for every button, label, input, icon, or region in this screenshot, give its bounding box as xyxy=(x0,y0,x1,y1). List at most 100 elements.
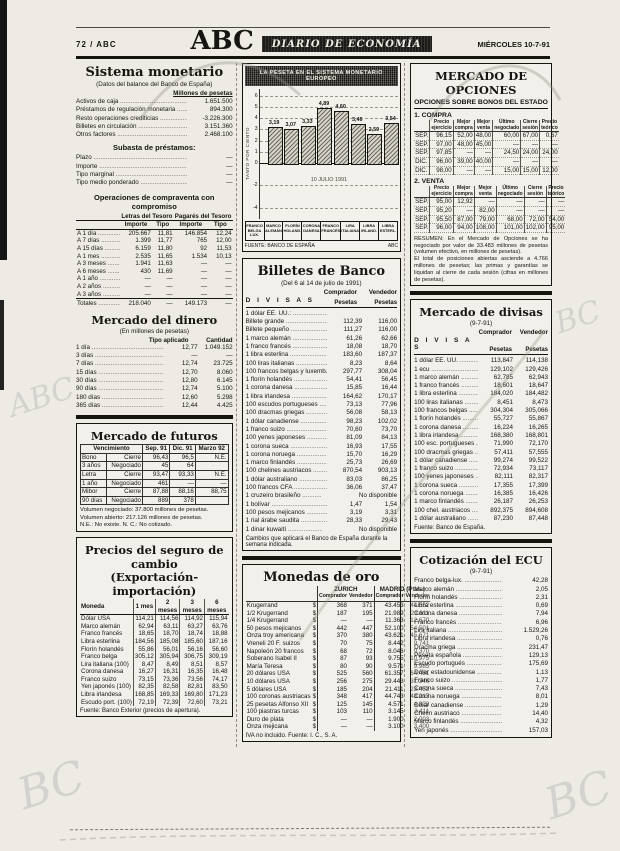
cotizacion-ecu-section: Cotización del ECU (9-7-91) Franco belga… xyxy=(410,547,552,738)
dinero-row: 3 días—— xyxy=(76,352,233,360)
mercado-opciones-section: MERCADO DE OPCIONES OPCIONES SOBRE BONOS… xyxy=(410,63,566,287)
opcion-compra-row: SEP. 96,15 52,00 48,00 60,00 67,00 0,67 xyxy=(414,131,559,141)
bar-value-label: 4,60 xyxy=(335,104,346,111)
chart-bar xyxy=(267,127,283,165)
scan-watermark: BC xyxy=(538,760,619,831)
seguro-row: Marco alemán 62,94 63,11 63,27 63,76 xyxy=(81,622,229,631)
header-rule xyxy=(76,56,550,59)
oro-row: María Teresa $80 90 9.571 9.985 xyxy=(246,662,430,671)
oro-row: 20 dólares USA $525 560 61.357 64.481 xyxy=(246,670,430,678)
gridline xyxy=(259,106,399,108)
ecu-row: Dólar canadiense1,29 xyxy=(414,702,548,710)
ecu-row: Corona danesa7,94 xyxy=(414,610,548,618)
dinero-row: 180 días12,605.298 xyxy=(76,394,233,402)
ecu-row: Franco belga-lux.42,28 xyxy=(414,577,548,585)
chart-source: FUENTE: BANCO DE ESPAÑA xyxy=(244,242,315,249)
y-axis-ticks: 6 5 4 3 2 1 0 -2 -4 xyxy=(250,89,259,219)
gridline xyxy=(259,207,399,209)
source-note: Fuente: Banco de España. xyxy=(414,525,486,532)
chart-bar xyxy=(284,128,300,165)
ecu-row: Libra esterlina0,69 xyxy=(414,602,548,610)
seguro-cambio-table: Moneda 1 mes 2 meses 3 meses 6 meses Dól… xyxy=(80,598,229,707)
bar-value-label: 3,33 xyxy=(302,118,313,125)
bar-value-label: 3,07 xyxy=(285,121,296,128)
compra-label: 1. COMPRA xyxy=(414,112,452,119)
oro-row: 25 pesetas Alfonso XII $125 145 4.571 4.928 xyxy=(246,700,430,709)
billete-row: 100 pesos mejicanos3,193,31 xyxy=(246,509,398,517)
oro-row: 5 dólares USA $185 204 21.411 23.452 xyxy=(246,685,430,694)
futuros-row: Mibor Cierre 87,88 88,16 88,75 xyxy=(80,487,229,497)
masthead: ABC DIARIO DE ECONOMÍA xyxy=(164,26,458,56)
mercado-dinero-section: Mercado del dinero (En millones de peset… xyxy=(76,313,233,410)
chart-plot-area: 3,19 3,07 3,33 4,89 4,60 3,46 2,59 3,54 10 JULIO… xyxy=(258,89,399,219)
ecu-row: Escudo portugués175,69 xyxy=(414,660,548,668)
column-headers: Tipo aplicado Cantidad xyxy=(148,336,233,344)
page-header: 72 / ABC ABC DIARIO DE ECONOMÍA MIÉRCOLE… xyxy=(76,26,550,56)
chart-date-label: 10 JULIO 1991 xyxy=(310,176,347,183)
oro-row: 10 dólares USA $256 275 29.443 31.346 xyxy=(246,677,430,686)
seguro-row: Lira italiana (100) 8,47 8,49 8,51 8,57 xyxy=(81,660,229,669)
oro-row: 100 piastras turcas $103 110 3.145 3.411 xyxy=(246,708,430,716)
compraventa-row: A 1 año———— xyxy=(76,275,233,283)
seguro-row: Corona danesa 16,27 16,31 16,35 16,48 xyxy=(81,668,229,676)
section-title: Cotización del ECU xyxy=(419,553,543,568)
chart-bar xyxy=(350,124,366,165)
bar-value-label: 2,59 xyxy=(368,126,380,133)
source-note: Fuente: Banco Exterior (precios de apert… xyxy=(80,708,201,715)
oro-row: Duro de plata $ — —1.900 2.003 xyxy=(246,715,430,724)
oro-row: Soberano Isabel II $87 93 9.755 10.975 xyxy=(246,655,430,663)
top-rule xyxy=(76,27,550,28)
billete-row: 1 cruzeiro brasileñoNo disponible xyxy=(246,492,398,500)
oro-row: Krugerrand $368 371 43.453 44.552 xyxy=(246,601,430,610)
balance-row: Activos de caja1.651.500 xyxy=(76,98,233,106)
heavy-rule xyxy=(410,539,552,544)
monedas-oro-section: Monedas de oro ZURICH MADRID (Ptas.) Com… xyxy=(241,563,431,743)
opcion-venta-row: SEP. 95,50 87,00 79,00 68,00 72,00 54,00 xyxy=(414,215,566,225)
seguro-cambio-section: Precios del seguro de cambio (Exportació… xyxy=(76,536,233,718)
opcion-compra-row: DIC. 98,00— —15,00 15,00 12,00 xyxy=(414,166,559,176)
monedas-oro-table: ZURICH MADRID (Ptas.) Comprador Vendedor… xyxy=(245,585,431,732)
ecu-row: Yen japonés157,03 xyxy=(414,727,548,735)
billete-row: 1 dólar EE. UU.: xyxy=(246,310,398,318)
ecu-row: Marco finlandés4,32 xyxy=(414,718,548,726)
column-headers: Comprador Vendedor xyxy=(323,288,398,296)
seguro-row: Escudo port. (100) 72,19 72,39 72,60 73,21 xyxy=(81,698,229,707)
section-subtitle: (Del 6 al 14 de julio de 1991) xyxy=(281,279,362,287)
gridline xyxy=(259,95,399,97)
opciones-subtitle: OPCIONES SOBRE BONOS DEL ESTADO xyxy=(414,99,548,109)
scan-edge-artifact xyxy=(0,300,4,390)
section-banner: DIARIO DE ECONOMÍA xyxy=(261,36,432,52)
seguro-row: Dólar USA 114,21 114,56 114,92 115,94 xyxy=(81,614,229,623)
abc-logo: ABC xyxy=(190,26,254,56)
scan-watermark: BC xyxy=(11,750,92,821)
chart-bar xyxy=(367,133,383,165)
x-category-label: LIRA ITALIANA xyxy=(340,222,359,240)
futuros-row: 1 año Negociado 461— — xyxy=(80,478,229,489)
section-title: Mercado del dinero xyxy=(91,312,218,327)
section-subtitle: (Exportación-importación) xyxy=(110,569,199,598)
ecu-row: Dracma griega231,47 xyxy=(414,644,548,652)
ecu-row: Dólar estadounidense1,13 xyxy=(414,669,548,677)
oro-row: 100 coronas austriacas $348 417 44.743 48.21… xyxy=(246,693,430,701)
opcion-compra-row: SEP. 97,00 48,00 45,00— — — xyxy=(414,140,559,150)
ecu-row: Chelín austriaco14,40 xyxy=(414,710,548,718)
